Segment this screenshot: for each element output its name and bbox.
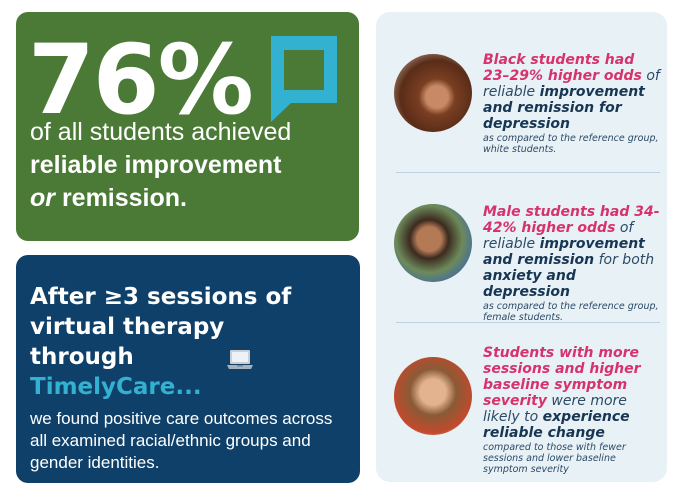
finding-3-note: compared to those with fewer sessions an… xyxy=(483,442,626,475)
headline-line-3: through xyxy=(30,344,134,370)
therapy-body: we found positive care outcomes across a… xyxy=(30,409,333,472)
speech-bubble-icon xyxy=(271,36,337,122)
finding-3-highlight: Students with more sessions and higher b… xyxy=(483,345,641,409)
finding-2-emphasis: improvement and remission xyxy=(483,236,645,268)
headline-line-2: virtual therapy xyxy=(30,314,225,340)
finding-3: Students with more sessions and higher b… xyxy=(483,345,663,475)
brand-name: TimelyCare... xyxy=(30,374,202,400)
finding-1-text: of reliable xyxy=(483,68,660,100)
finding-1: Black students had 23–29% higher odds of… xyxy=(483,52,663,155)
stat-line-3-rest: remission. xyxy=(55,184,187,212)
finding-2-highlight: Male students had 34-42% higher odds xyxy=(483,204,660,236)
stat-description: of all students achieved reliable improv… xyxy=(30,116,350,215)
finding-2: Male students had 34-42% higher odds of … xyxy=(483,204,663,323)
finding-1-note: as compared to the reference group, whit… xyxy=(483,133,659,155)
finding-3-text: were more likely to xyxy=(483,393,627,425)
therapy-headline: After ≥3 sessions of virtual therapy thr… xyxy=(30,282,330,402)
stat-line-1: of all students achieved xyxy=(30,118,292,146)
stat-line-3-em: or xyxy=(30,184,55,212)
headline-line-1: After ≥3 sessions of xyxy=(30,284,292,310)
stat-value: 76% xyxy=(28,24,254,136)
therapy-card xyxy=(16,255,360,483)
finding-2-text: of reliable xyxy=(483,220,634,252)
finding-3-emphasis: experience reliable change xyxy=(483,409,630,441)
stat-line-3: or remission. xyxy=(30,182,350,215)
finding-1-highlight: Black students had 23–29% higher odds xyxy=(483,52,642,84)
stat-line-2: reliable improvement xyxy=(30,151,282,179)
student-photo-1 xyxy=(394,54,472,132)
divider xyxy=(396,322,660,323)
student-photo-3 xyxy=(394,357,472,435)
laptop-icon xyxy=(227,350,253,369)
student-photo-2 xyxy=(394,204,472,282)
finding-1-emphasis: improvement and remission for depression xyxy=(483,84,645,132)
divider xyxy=(396,172,660,173)
finding-2-note: as compared to the reference group, fema… xyxy=(483,301,659,323)
finding-2-emphasis-2: anxiety and depression xyxy=(483,268,576,300)
finding-2-text-2: for both xyxy=(594,252,655,268)
